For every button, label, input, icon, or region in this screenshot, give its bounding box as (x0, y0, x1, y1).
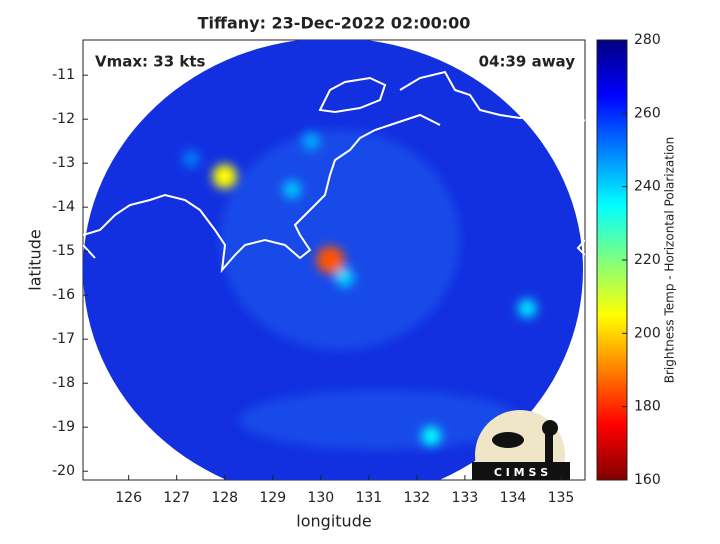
coastline (83, 70, 585, 274)
y-axis-label: latitude (26, 229, 45, 290)
annotation: Vmax: 33 kts (95, 53, 205, 71)
plot-area: C I M S S (83, 40, 585, 480)
y-tick-label: -16 (52, 287, 75, 303)
x-tick-label: 131 (355, 490, 382, 506)
logo: C I M S S (472, 410, 570, 480)
x-tick-label: 132 (403, 490, 430, 506)
y-tick-label: -19 (52, 419, 75, 435)
colorbar-label: Brightness Temp - Horizontal Polarizatio… (663, 137, 677, 384)
logo-text: C I M S S (494, 466, 548, 479)
y-tick-label: -14 (52, 199, 75, 215)
x-tick-label: 128 (211, 490, 238, 506)
y-tick-label: -12 (52, 111, 75, 127)
features (182, 132, 537, 446)
feature (302, 132, 321, 151)
feature (517, 298, 537, 318)
swath-texture (220, 130, 460, 350)
y-tick-label: -17 (52, 331, 75, 347)
colorbar-tick-label: 260 (634, 105, 661, 121)
colorbar-tick-label: 180 (634, 399, 661, 415)
x-tick-label: 134 (500, 490, 527, 506)
feature (212, 164, 237, 189)
x-tick-label: 135 (548, 490, 575, 506)
swath-texture (240, 390, 520, 450)
feature (282, 180, 302, 199)
feature (421, 426, 442, 446)
annotation: 04:39 away (479, 53, 576, 71)
feature (182, 150, 200, 168)
chart-title: Tiffany: 23-Dec-2022 02:00:00 (198, 14, 471, 33)
x-tick-label: 129 (259, 490, 286, 506)
x-axis-label: longitude (296, 512, 371, 531)
x-tick-label: 126 (115, 490, 142, 506)
y-tick-label: -18 (52, 375, 75, 391)
feature (316, 246, 345, 274)
y-tick-label: -11 (52, 67, 75, 83)
y-tick-label: -15 (52, 243, 75, 259)
colorbar-tick-label: 160 (634, 472, 661, 488)
feature (335, 268, 355, 287)
colorbar-tick-label: 280 (634, 32, 661, 48)
colorbar-tick-label: 200 (634, 325, 661, 341)
y-tick-label: -13 (52, 155, 75, 171)
x-tick-label: 130 (307, 490, 334, 506)
x-tick-label: 133 (452, 490, 479, 506)
y-tick-label: -20 (52, 463, 75, 479)
x-tick-label: 127 (163, 490, 190, 506)
colorbar-tick-label: 240 (634, 179, 661, 195)
colorbar-tick-label: 220 (634, 252, 661, 268)
